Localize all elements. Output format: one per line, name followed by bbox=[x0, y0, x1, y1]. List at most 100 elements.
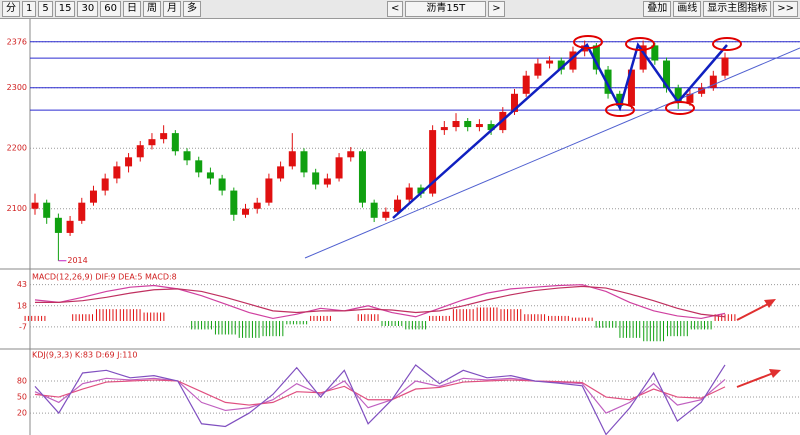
candle-body bbox=[709, 75, 717, 88]
toolbar: 分 1 5 15 30 60 日周月多 < 沥青15T > 叠加 画线 显示主图指标 >> bbox=[0, 0, 800, 19]
period-button[interactable]: 15 bbox=[54, 1, 76, 17]
y-tick-label: 2300 bbox=[7, 83, 27, 92]
candle-body bbox=[78, 202, 86, 221]
candle-body bbox=[627, 69, 635, 106]
candle-body bbox=[101, 178, 109, 191]
circle-mark bbox=[665, 101, 695, 115]
candle-body bbox=[651, 45, 659, 61]
next-button[interactable]: > bbox=[488, 1, 505, 17]
candle-body bbox=[417, 187, 425, 194]
candle-body bbox=[534, 63, 542, 76]
candle-body bbox=[394, 199, 402, 212]
arrow bbox=[736, 301, 773, 321]
candle-body bbox=[557, 60, 565, 70]
prev-button[interactable]: < bbox=[387, 1, 404, 17]
candle-body bbox=[440, 127, 448, 131]
period-buttons: 分 1 5 15 30 60 日周月多 bbox=[0, 1, 201, 17]
indicator-line bbox=[35, 285, 726, 318]
y-tick-label: -7 bbox=[19, 322, 27, 331]
candle-body bbox=[288, 151, 296, 167]
candle-body bbox=[253, 202, 261, 209]
candle-body bbox=[195, 160, 203, 173]
candle-body bbox=[475, 124, 483, 128]
candle-body bbox=[148, 139, 156, 146]
candle-body bbox=[370, 202, 378, 218]
arrow-head bbox=[769, 369, 781, 378]
candle-body bbox=[522, 75, 530, 94]
period-button[interactable]: 月 bbox=[162, 1, 181, 17]
candle-body bbox=[464, 121, 472, 128]
indicator-line bbox=[34, 377, 726, 414]
candle-body bbox=[300, 151, 308, 173]
action-button[interactable]: >> bbox=[773, 1, 798, 17]
candle-body bbox=[218, 178, 226, 191]
circle-mark bbox=[625, 37, 655, 51]
candle-body bbox=[616, 93, 624, 106]
candle-body bbox=[183, 151, 191, 161]
candle-body bbox=[487, 124, 495, 131]
candle-body bbox=[323, 178, 331, 185]
candle-body bbox=[265, 178, 273, 203]
candle-body bbox=[43, 202, 51, 218]
candle-body bbox=[242, 208, 250, 215]
circle-mark bbox=[573, 35, 603, 49]
y-tick-label: 43 bbox=[17, 280, 27, 289]
y-tick-label: 80 bbox=[17, 377, 27, 386]
circle-mark bbox=[605, 103, 635, 117]
y-tick-label: 50 bbox=[17, 393, 27, 402]
y-tick-label: 2376 bbox=[7, 37, 27, 46]
candle-body bbox=[230, 190, 238, 215]
y-tick-label: 2200 bbox=[7, 144, 27, 153]
candle-body bbox=[54, 217, 62, 233]
candle-body bbox=[686, 93, 694, 103]
symbol-switch: < 沥青15T > bbox=[385, 1, 505, 17]
action-button[interactable]: 画线 bbox=[673, 1, 702, 17]
candle-body bbox=[358, 151, 366, 203]
indicator-title: KDJ(9,3,3) K:83 D:69 J:110 bbox=[32, 351, 137, 360]
period-button[interactable]: 周 bbox=[142, 1, 161, 17]
arrow bbox=[736, 371, 777, 388]
candle-body bbox=[160, 133, 168, 140]
period-button[interactable]: 1 bbox=[22, 1, 37, 17]
action-button[interactable]: 显示主图指标 bbox=[703, 1, 772, 17]
period-button[interactable]: 多 bbox=[182, 1, 201, 17]
period-button[interactable]: 日 bbox=[122, 1, 141, 17]
period-button[interactable]: 5 bbox=[38, 1, 53, 17]
indicator-line bbox=[34, 379, 726, 406]
candle-body bbox=[674, 87, 682, 103]
candle-body bbox=[452, 121, 460, 128]
trend-line bbox=[304, 47, 800, 259]
candle-body bbox=[89, 190, 97, 203]
low-annotation: 2014 bbox=[67, 256, 87, 265]
candle-body bbox=[136, 145, 144, 158]
indicator-line bbox=[34, 364, 726, 435]
circle-mark bbox=[712, 37, 742, 51]
candle-body bbox=[125, 157, 133, 167]
arrow-head bbox=[764, 299, 776, 308]
background bbox=[0, 19, 800, 435]
indicator-title: MACD(12,26,9) DIF:9 DEA:5 MACD:8 bbox=[32, 273, 177, 282]
period-button[interactable]: 60 bbox=[100, 1, 121, 17]
candle-body bbox=[171, 133, 179, 152]
candle-body bbox=[663, 60, 671, 88]
candle-body bbox=[604, 69, 612, 94]
y-tick-label: 2100 bbox=[7, 204, 27, 213]
candle-body bbox=[206, 172, 214, 179]
candle-body bbox=[429, 130, 437, 194]
candle-body bbox=[277, 166, 285, 179]
action-button[interactable]: 叠加 bbox=[643, 1, 672, 17]
candle-body bbox=[569, 51, 577, 70]
wave-arrows bbox=[392, 42, 728, 219]
candle-body bbox=[31, 202, 39, 209]
candle-body bbox=[66, 220, 74, 233]
candle-body bbox=[592, 45, 600, 70]
period-button[interactable]: 分 bbox=[2, 1, 20, 17]
period-button[interactable]: 30 bbox=[77, 1, 99, 17]
drawings bbox=[304, 35, 800, 388]
candle-body bbox=[347, 151, 355, 158]
action-buttons: 叠加 画线 显示主图指标 >> bbox=[641, 1, 798, 17]
symbol: 沥青15T bbox=[405, 1, 487, 17]
candle-body bbox=[405, 187, 413, 200]
